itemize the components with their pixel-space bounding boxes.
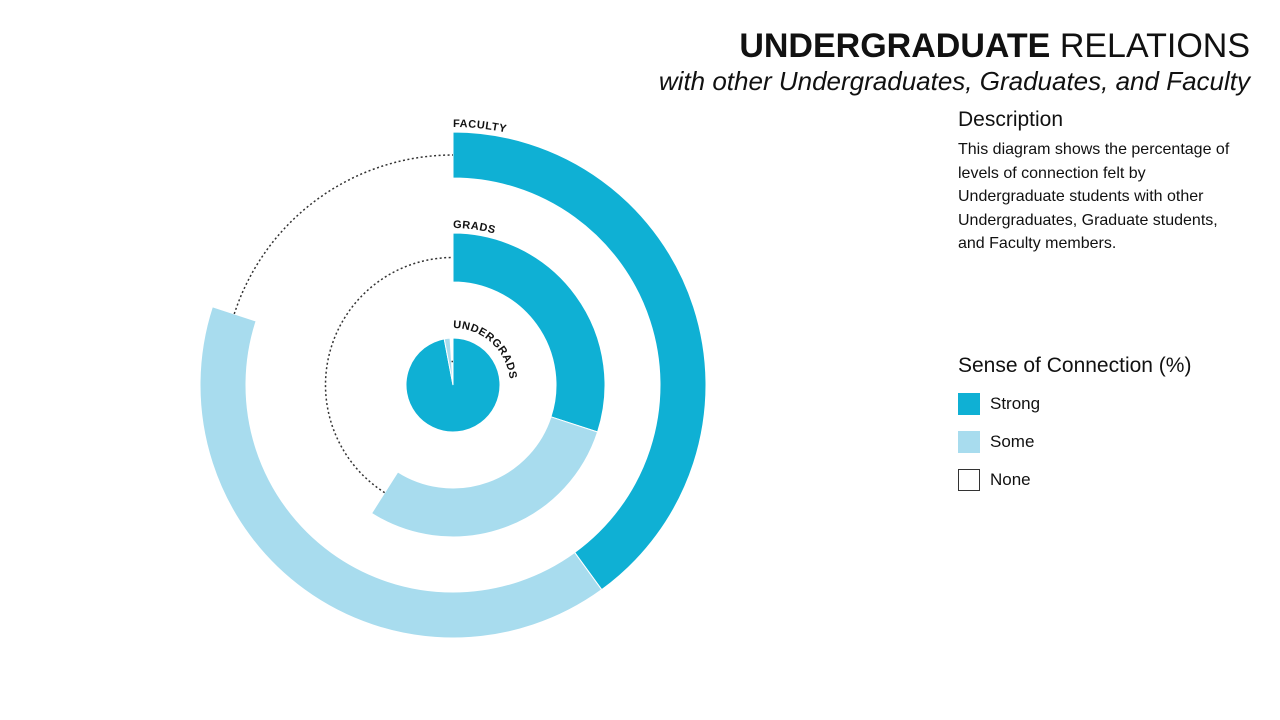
legend-label-strong: Strong	[990, 394, 1041, 413]
legend-label-none: None	[990, 470, 1031, 489]
undergrads-some-segment	[443, 337, 454, 386]
legend-item-strong: Strong	[958, 392, 1248, 416]
faculty-none-arc	[233, 154, 453, 315]
legend-swatch-none	[958, 469, 980, 491]
description-text: This diagram shows the percentage of lev…	[958, 141, 1230, 252]
title-bold-part: UNDERGRADUATE	[739, 27, 1051, 65]
grads-strong-segment	[452, 232, 606, 433]
faculty-some-segment	[199, 306, 603, 639]
legend-swatch-strong	[958, 393, 980, 415]
title-regular-part: RELATIONS	[1059, 27, 1250, 65]
title-block: UNDERGRADUATE RELATIONS with other Under…	[659, 26, 1250, 96]
legend-label-some: Some	[990, 432, 1035, 451]
legend-swatch-some	[958, 431, 980, 453]
legend-item-none: None	[958, 468, 1248, 492]
chart-title: UNDERGRADUATE RELATIONS	[659, 26, 1250, 66]
description-panel: Description This diagram shows the perce…	[958, 108, 1248, 256]
legend: Sense of Connection (%) Strong Some None	[958, 354, 1248, 506]
legend-item-some: Some	[958, 430, 1248, 454]
chart-subtitle: with other Undergraduates, Graduates, an…	[658, 66, 1250, 96]
faculty-strong-segment	[452, 131, 707, 591]
grads-none-arc	[324, 256, 453, 494]
description-heading: Description	[958, 108, 1064, 131]
legend-title: Sense of Connection (%)	[958, 354, 1192, 377]
grads-some-segment	[370, 416, 599, 538]
